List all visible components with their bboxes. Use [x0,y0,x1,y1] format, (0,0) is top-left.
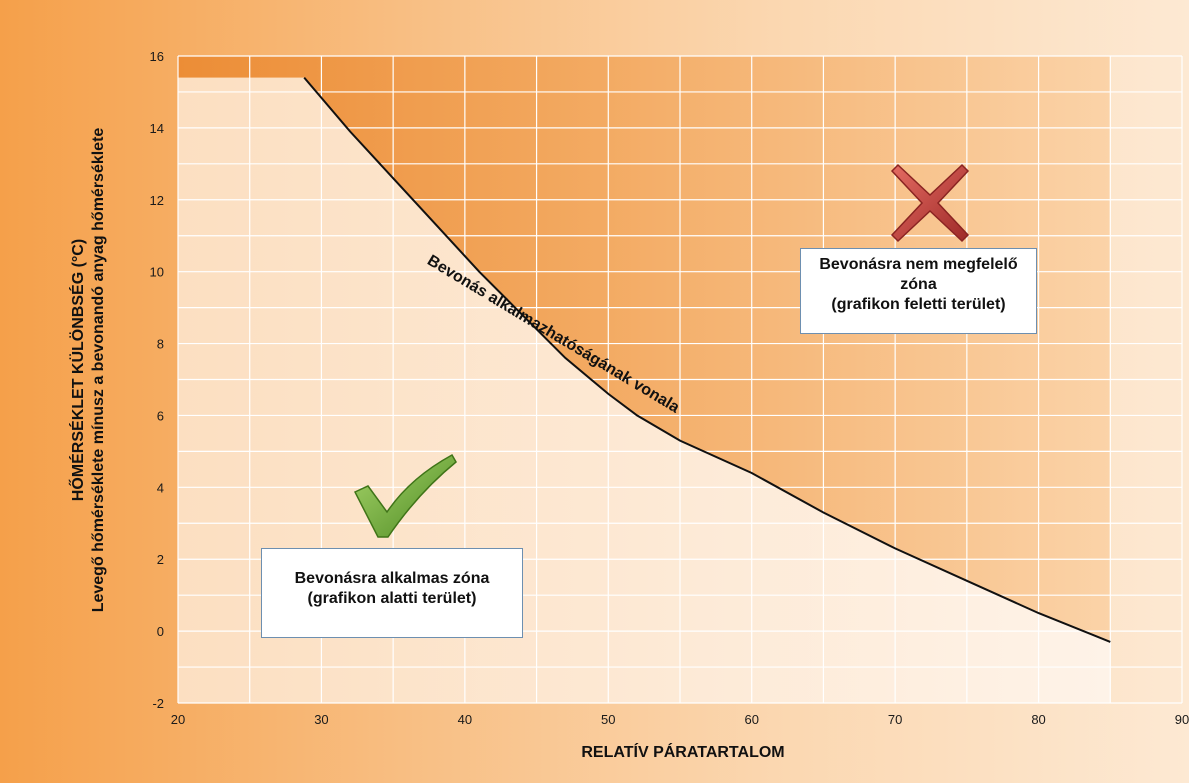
unsuitable-zone-area [178,56,1111,642]
y-tick-label: 4 [157,480,164,495]
x-tick-label: 20 [171,712,185,727]
y-axis: -2 0 2 4 6 8 10 12 14 16 [150,49,164,711]
x-axis-title: RELATÍV PÁRATARTALOM [581,742,784,761]
x-tick-label: 50 [601,712,615,727]
y-tick-label: 8 [157,337,164,352]
y-axis-subtitle: Levegő hőmérséklete mínusz a bevonandó a… [90,128,107,613]
x-axis: 20 30 40 50 60 70 80 90 [171,712,1189,727]
x-tick-label: 30 [314,712,328,727]
y-tick-label: 6 [157,408,164,423]
y-tick-label: 2 [157,552,164,567]
y-axis-title: HŐMÉRSÉKLET KÜLÖNBSÉG (°C) [68,239,87,501]
x-tick-label: 60 [744,712,758,727]
suitable-zone-area [178,77,1111,704]
application-limit-line [303,76,1111,643]
x-tick-label: 80 [1031,712,1045,727]
y-tick-label: 10 [150,265,164,280]
x-tick-label: 70 [888,712,902,727]
y-tick-label: 12 [150,193,164,208]
check-icon [353,453,457,538]
y-tick-label: -2 [152,696,164,711]
x-tick-label: 90 [1175,712,1189,727]
y-tick-label: 14 [150,121,164,136]
suitable-zone-note: Bevonásra alkalmas zóna (grafikon alatti… [261,548,523,638]
x-tick-label: 40 [458,712,472,727]
cross-icon [890,163,970,243]
plot-area [178,56,1111,704]
y-tick-label: 0 [157,624,164,639]
y-tick-label: 16 [150,49,164,64]
unsuitable-zone-note: Bevonásra nem megfelelő zóna (grafikon f… [800,248,1037,334]
